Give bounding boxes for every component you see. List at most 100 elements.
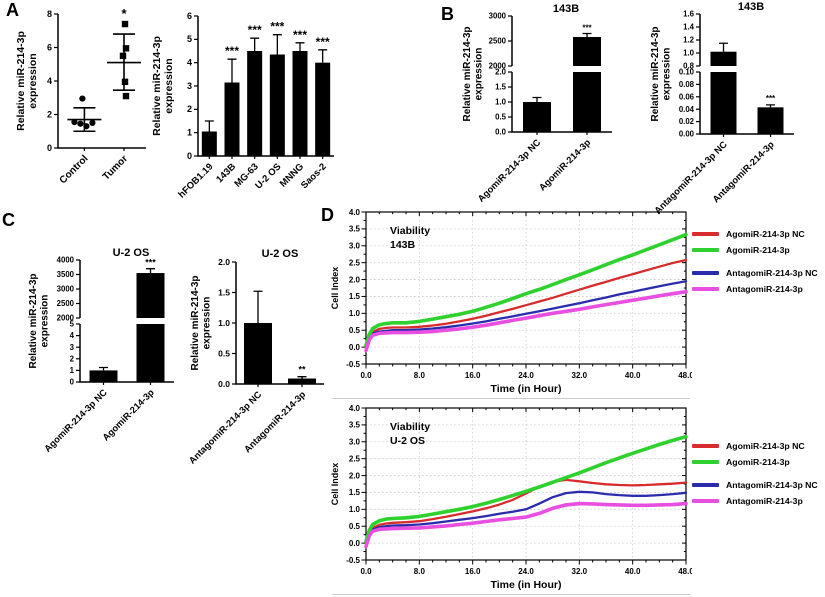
annotation: Viability — [390, 225, 430, 237]
x-tick-label: 8.0 — [414, 371, 426, 380]
y-tick-label: 0 — [187, 151, 192, 161]
series-line-AgomiR-214-3p — [364, 434, 688, 544]
legend-label: AntagomiR-214-3p NC — [726, 268, 818, 278]
bar-lower-segment — [136, 324, 165, 382]
y-tick-label: 1.6 — [683, 10, 695, 19]
y-tick-label: 2.0 — [349, 471, 361, 480]
error-bar — [250, 37, 260, 51]
chart-viability-143b: 0.0 8.0 16.0 24.0 32.0 40.0 48.0 4.0 3.5 3.0 2.5 2.… — [330, 204, 692, 400]
chart-143b-antagomir-bars: 0.8 1.0 1.2 1.4 1.6 0.00 0.02 0.04 0.06 0.08 0.10 1… — [634, 0, 825, 216]
error-bar — [318, 49, 328, 63]
y-tick-label: -0.5 — [346, 360, 360, 369]
bar — [247, 51, 263, 156]
legend-item: AgomiR-214-3p — [692, 245, 818, 255]
data-point-square — [122, 45, 130, 52]
x-tick-label: 0.0 — [360, 567, 372, 576]
x-tick-label: AgomiR-214-3p — [537, 137, 593, 193]
y-tick-label: 1.0 — [683, 49, 695, 58]
y-tick-label: 1.0 — [349, 505, 361, 514]
y-tick-label: 3000 — [489, 12, 507, 21]
bar-lower-segment — [573, 72, 601, 132]
y-tick-label: 0.8 — [683, 62, 695, 71]
y-tick-label: 1.5 — [218, 287, 230, 297]
y-tick-label: 1 — [70, 366, 75, 375]
x-tick-label: 0.0 — [360, 371, 372, 380]
error-bar — [766, 104, 775, 108]
x-tick-label: 24.0 — [518, 371, 534, 380]
y-tick-label: 5 — [70, 320, 75, 329]
x-tick-label: hFOB1.19 — [176, 161, 215, 200]
chart-u2os-antagomir-bars: 0.0 0.5 1.0 1.5 2.0 U-2 OS Relative miR-214-3p… — [186, 246, 334, 464]
y-tick-label: 2 — [187, 104, 192, 114]
y-tick-label: 3.0 — [349, 438, 361, 447]
panel-label-c: C — [2, 210, 15, 230]
y-tick-label: 1.5 — [349, 292, 361, 301]
chart-title: 143B — [738, 1, 764, 13]
legend-swatch — [692, 287, 719, 291]
chart-143b-agomir-bars: 2000 2500 3000 0.0 0.5 1.0 1.5 2.0 143B Relative … — [452, 2, 636, 208]
legend-item: AntagomiR-214-3p — [692, 284, 818, 294]
x-tick-label: 16.0 — [465, 371, 481, 380]
x-tick-label: AntagomiR-214-3p NC — [187, 389, 264, 464]
y-tick-label: 2.0 — [349, 275, 361, 284]
significance-stars: *** — [582, 24, 592, 33]
chart-tissue-scatter: 0 2 4 6 8 Relative miR-214-3pexpression Contro… — [12, 2, 154, 202]
series-line-AgomiR-214-3p NC — [364, 478, 688, 545]
x-tick-label: 32.0 — [572, 371, 588, 380]
chart-title: U-2 OS — [262, 248, 299, 260]
x-tick-label: Saos-2 — [299, 161, 329, 191]
bar — [292, 51, 308, 156]
series-line-AntagomiR-214-3p NC — [364, 280, 688, 350]
y-tick-label: 2500 — [489, 37, 507, 46]
y-tick-label: 0.0 — [218, 379, 230, 389]
y-tick-label: 0.5 — [349, 522, 361, 531]
panel-label-d: D — [321, 205, 334, 225]
y-tick-label: 1 — [187, 127, 192, 137]
x-tick-label: 48.0 — [678, 371, 692, 380]
y-tick-label: 4.0 — [349, 208, 361, 217]
y-tick-label: 3000 — [57, 285, 75, 294]
series-line-AntagomiR-214-3p NC — [364, 490, 688, 546]
chart-svg: 2000 2500 3000 0.0 0.5 1.0 1.5 2.0 143B Relative … — [462, 3, 612, 204]
y-axis-label: Relative miR-214-3pexpression — [15, 31, 39, 131]
legend-label: AntagomiR-214-3p — [726, 284, 803, 294]
y-tick-label: 2 — [70, 354, 75, 363]
y-tick-label: 0.5 — [218, 348, 230, 358]
chart-svg: 0.0 8.0 16.0 24.0 32.0 40.0 48.0 4.0 3.5 3.0 2.5 2.… — [330, 208, 692, 399]
y-tick-label: 3 — [70, 343, 75, 352]
x-tick-label: 8.0 — [414, 567, 426, 576]
panel-label-b: B — [441, 4, 454, 24]
error-bar — [253, 290, 263, 323]
y-tick-label: 0.5 — [495, 113, 507, 122]
significance-stars: *** — [248, 23, 262, 37]
legend-label: AgomiR-214-3p — [726, 245, 790, 255]
chart-viability-u2os: 0.0 8.0 16.0 24.0 32.0 40.0 48.0 4.0 3.5 3.0 2.5 2.… — [330, 400, 692, 596]
y-tick-label: 4 — [187, 57, 192, 67]
y-axis-label: Relative miR-214-3pexpression — [28, 273, 51, 368]
x-tick-label: Control — [58, 153, 91, 186]
y-tick-label: 2.5 — [349, 258, 361, 267]
series-line-AgomiR-214-3p NC — [364, 258, 688, 349]
y-axis-label: Relative miR-214-3pexpression — [650, 26, 673, 121]
significance-stars: *** — [270, 20, 284, 34]
significance-stars: *** — [225, 44, 239, 58]
series-line-AntagomiR-214-3p — [364, 501, 688, 549]
y-tick-label: 2.5 — [349, 454, 361, 463]
y-tick-label: 3.5 — [349, 225, 361, 234]
legend-label: AntagomiR-214-3p NC — [726, 480, 818, 490]
y-tick-label: 1.5 — [349, 488, 361, 497]
legend-item: AgomiR-214-3p NC — [692, 441, 818, 451]
mean-whiskers — [107, 33, 141, 92]
y-tick-label: 0.0 — [349, 343, 361, 352]
data-point-circle — [79, 95, 86, 102]
bar-upper-segment — [573, 37, 601, 66]
error-bar — [297, 376, 307, 379]
data-point-circle — [89, 119, 96, 126]
series-line-AntagomiR-214-3p — [364, 289, 688, 353]
legend-label: AgomiR-214-3p NC — [726, 229, 805, 239]
y-tick-label: 3 — [187, 81, 192, 91]
x-tick-label: AgomiR-214-3p NC — [476, 137, 543, 204]
y-tick-label: 0 — [70, 378, 75, 387]
y-tick-label: 0 — [47, 143, 52, 153]
legend-item: AntagomiR-214-3p — [692, 496, 818, 506]
